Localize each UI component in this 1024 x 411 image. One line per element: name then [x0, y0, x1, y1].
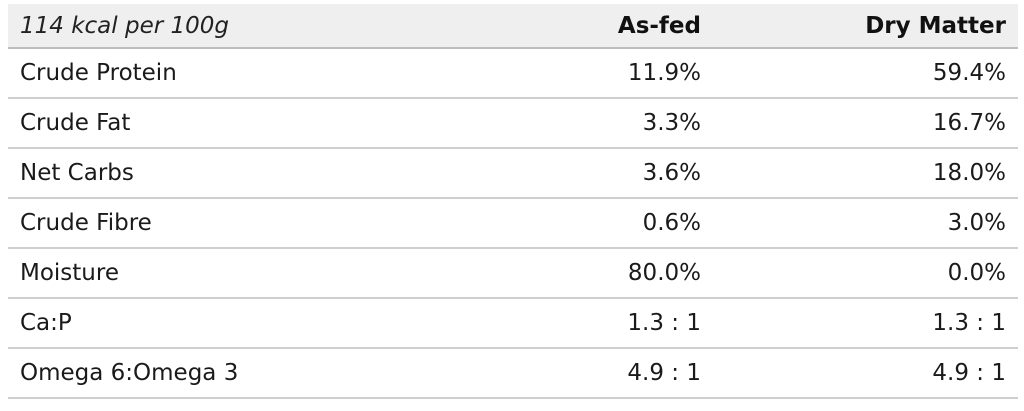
table-row: Crude Fat 3.3% 16.7% [8, 98, 1018, 149]
as-fed-value: 1.3 : 1 [488, 298, 713, 349]
dry-matter-header: Dry Matter [713, 4, 1018, 49]
as-fed-value: 4.9 : 1 [488, 348, 713, 399]
as-fed-value: 3.3% [488, 98, 713, 149]
nutrient-name: Omega 6:Omega 3 [8, 348, 488, 399]
dry-matter-value: 16.7% [713, 98, 1018, 149]
table-header: 114 kcal per 100g As-fed Dry Matter [8, 4, 1018, 49]
as-fed-value: 80.0% [488, 248, 713, 299]
dry-matter-value: 18.0% [713, 148, 1018, 199]
dry-matter-value: 3.0% [713, 198, 1018, 249]
dry-matter-value: 1.3 : 1 [713, 298, 1018, 349]
header-row: 114 kcal per 100g As-fed Dry Matter [8, 4, 1018, 49]
table-body: Crude Protein 11.9% 59.4% Crude Fat 3.3%… [8, 48, 1018, 399]
nutrient-name: Crude Protein [8, 48, 488, 99]
table-row: Moisture 80.0% 0.0% [8, 248, 1018, 299]
dry-matter-value: 59.4% [713, 48, 1018, 99]
nutrient-name: Ca:P [8, 298, 488, 349]
table-row: Crude Fibre 0.6% 3.0% [8, 198, 1018, 249]
table-row: Ca:P 1.3 : 1 1.3 : 1 [8, 298, 1018, 349]
as-fed-header: As-fed [488, 4, 713, 49]
as-fed-value: 11.9% [488, 48, 713, 99]
as-fed-value: 0.6% [488, 198, 713, 249]
nutrient-name: Crude Fibre [8, 198, 488, 249]
nutrient-name: Crude Fat [8, 98, 488, 149]
dry-matter-value: 4.9 : 1 [713, 348, 1018, 399]
as-fed-value: 3.6% [488, 148, 713, 199]
table-row: Omega 6:Omega 3 4.9 : 1 4.9 : 1 [8, 348, 1018, 399]
table-row: Net Carbs 3.6% 18.0% [8, 148, 1018, 199]
table-row: Crude Protein 11.9% 59.4% [8, 48, 1018, 99]
energy-label: 114 kcal per 100g [8, 4, 488, 49]
nutrient-name: Net Carbs [8, 148, 488, 199]
nutrition-table: 114 kcal per 100g As-fed Dry Matter Crud… [8, 4, 1018, 399]
nutrient-name: Moisture [8, 248, 488, 299]
dry-matter-value: 0.0% [713, 248, 1018, 299]
